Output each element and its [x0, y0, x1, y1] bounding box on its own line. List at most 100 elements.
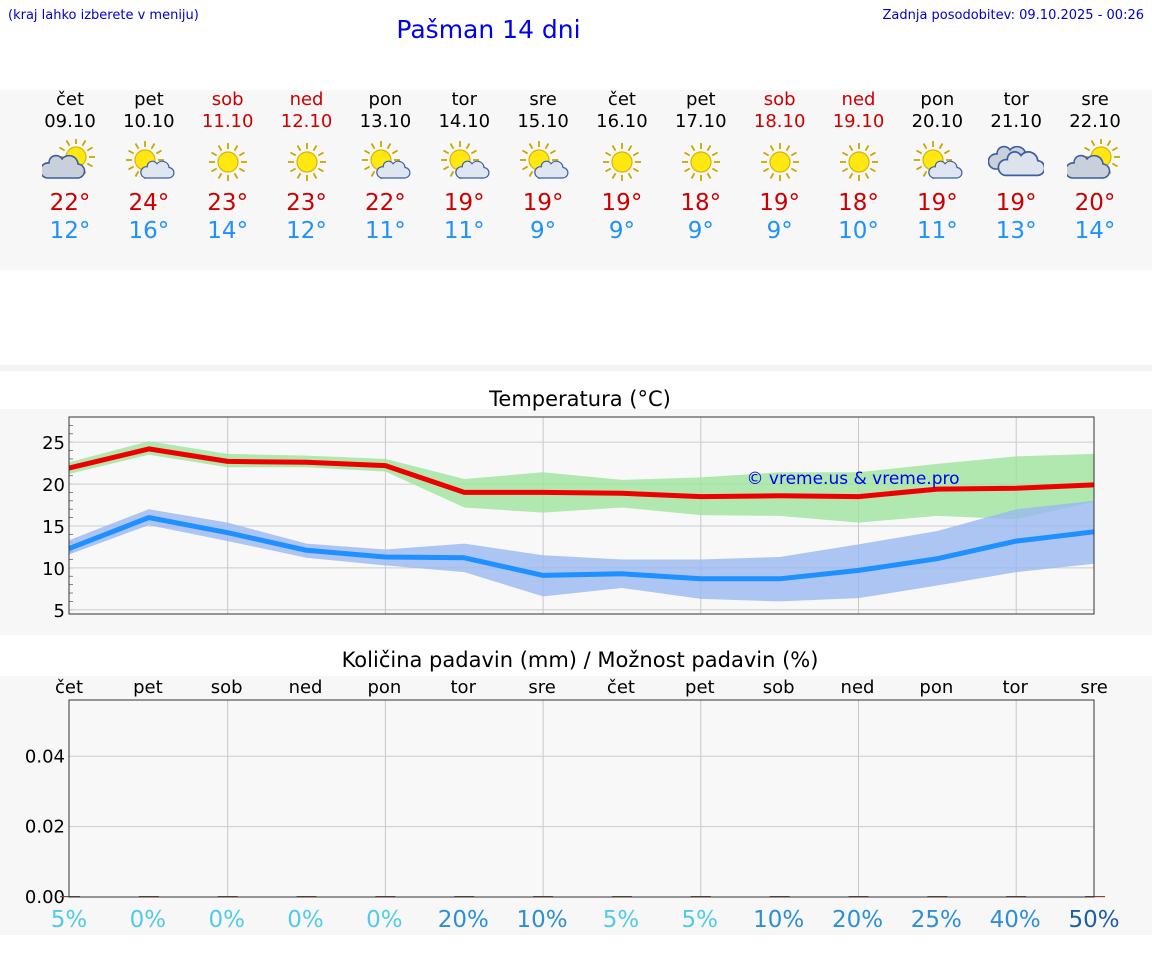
precip-probability-label: 0%: [366, 907, 403, 933]
sunny-icon: [602, 143, 641, 181]
day-column: tor 14.10 19° 11°: [424, 89, 504, 245]
day-max-temp: 19°: [995, 190, 1037, 216]
x-category-label: sre: [528, 677, 555, 698]
sun-small-cloud-icon: [441, 141, 490, 179]
day-weekday: pon: [920, 89, 955, 110]
day-min-temp: 9°: [608, 218, 635, 244]
day-weekday: sre: [529, 89, 557, 110]
day-weekday: sre: [1081, 89, 1109, 110]
day-date: 10.10: [123, 111, 175, 132]
min-temp-range-band: [69, 500, 1094, 602]
daily-forecast-strip: [0, 90, 1152, 270]
plot-area: [69, 700, 1094, 897]
chart-watermark: © vreme.us & vreme.pro: [746, 469, 959, 489]
day-column: pet 17.10 18° 9°: [661, 89, 741, 245]
max-temp-line: [68, 446, 1095, 500]
day-weekday: tor: [1003, 89, 1029, 110]
day-weekday: pet: [134, 89, 164, 110]
precip-probability-label: 0%: [287, 907, 324, 933]
x-category-label: tor: [1002, 677, 1028, 698]
sun-small-cloud-icon: [914, 141, 963, 179]
day-weekday: ned: [841, 89, 876, 110]
day-min-temp: 11°: [443, 218, 485, 244]
day-date: 21.10: [990, 111, 1042, 132]
sun-small-cloud-icon: [362, 141, 411, 179]
day-min-temp: 12°: [49, 218, 91, 244]
sunny-icon: [681, 143, 720, 181]
day-min-temp: 16°: [128, 218, 170, 244]
partly-cloudy-icon: [42, 139, 95, 179]
sunny-icon: [760, 143, 799, 181]
day-date: 17.10: [675, 111, 727, 132]
x-category-label: sre: [1080, 677, 1107, 698]
x-category-label: pet: [685, 677, 715, 698]
cloudy-icon: [988, 145, 1045, 177]
day-column: pet 10.10 24° 16°: [109, 89, 189, 245]
x-category-label: čet: [55, 677, 83, 698]
day-column: sre 22.10 20° 14°: [1055, 89, 1135, 245]
day-min-temp: 10°: [838, 218, 879, 244]
day-date: 14.10: [438, 111, 491, 132]
day-min-temp: 14°: [1074, 218, 1116, 244]
x-category-label: ned: [841, 677, 875, 698]
day-column: sob 11.10 23° 14°: [188, 89, 268, 245]
precip-bar: [1085, 896, 1106, 898]
day-min-temp: 11°: [365, 218, 406, 244]
day-min-temp: 9°: [687, 218, 714, 244]
day-min-temp: 14°: [207, 218, 249, 244]
day-weekday: ned: [289, 89, 324, 110]
day-date: 11.10: [201, 111, 254, 132]
day-min-temp: 11°: [916, 218, 958, 244]
day-date: 20.10: [911, 111, 964, 132]
y-tick-label: 25: [42, 433, 65, 454]
day-max-temp: 22°: [49, 190, 91, 216]
sunny-icon: [208, 143, 247, 181]
day-min-temp: 12°: [286, 218, 327, 244]
sun-small-cloud-icon: [520, 141, 569, 179]
day-column: čet 16.10 19° 9°: [582, 89, 662, 245]
day-column: čet 09.10 22° 12°: [30, 89, 110, 245]
precip-probability-label: 0%: [208, 907, 245, 933]
day-date: 09.10: [44, 111, 96, 132]
partly-cloudy-icon: [1067, 139, 1121, 179]
day-date: 19.10: [832, 111, 885, 132]
day-weekday: sob: [211, 89, 244, 110]
sunny-icon: [839, 143, 878, 181]
day-date: 15.10: [517, 111, 569, 132]
y-tick-label: 20: [42, 475, 65, 496]
precip-probability-label: 0%: [130, 907, 167, 933]
day-date: 22.10: [1069, 111, 1121, 132]
sun-small-cloud-icon: [125, 141, 175, 179]
y-tick-label: 0.02: [25, 817, 65, 838]
x-category-label: sob: [211, 677, 243, 698]
day-weekday: pon: [368, 89, 403, 110]
day-max-temp: 18°: [838, 190, 879, 216]
y-tick-label: 0.00: [25, 887, 65, 908]
day-column: ned 12.10 23° 12°: [267, 89, 347, 245]
precip-probability-label: 20%: [832, 907, 883, 933]
sunny-icon: [287, 143, 326, 181]
precip-probability-label: 50%: [1068, 907, 1119, 933]
day-weekday: sob: [763, 89, 796, 110]
day-min-temp: 9°: [766, 218, 793, 244]
day-column: tor 21.10 19° 13°: [976, 89, 1056, 245]
precip-probability-label: 10%: [517, 907, 568, 933]
day-max-temp: 22°: [365, 190, 406, 216]
y-tick-label: 15: [42, 517, 65, 538]
temperature-chart-title: Temperatura (°C): [489, 387, 671, 411]
day-date: 13.10: [359, 111, 412, 132]
page-title: Pašman 14 dni: [396, 15, 581, 44]
day-weekday: pet: [686, 89, 716, 110]
day-min-temp: 13°: [995, 218, 1037, 244]
day-max-temp: 20°: [1074, 190, 1116, 216]
day-weekday: čet: [607, 89, 636, 110]
location-hint: (kraj lahko izberete v meniju): [8, 8, 199, 23]
section-divider: [0, 365, 1152, 371]
day-max-temp: 23°: [286, 190, 327, 216]
day-max-temp: 23°: [207, 190, 249, 216]
plot-frame: [68, 699, 1095, 898]
day-weekday: tor: [451, 89, 477, 110]
day-column: pon 20.10 19° 11°: [897, 89, 977, 245]
x-category-label: čet: [607, 677, 635, 698]
day-column: ned 19.10 18° 10°: [819, 89, 899, 245]
